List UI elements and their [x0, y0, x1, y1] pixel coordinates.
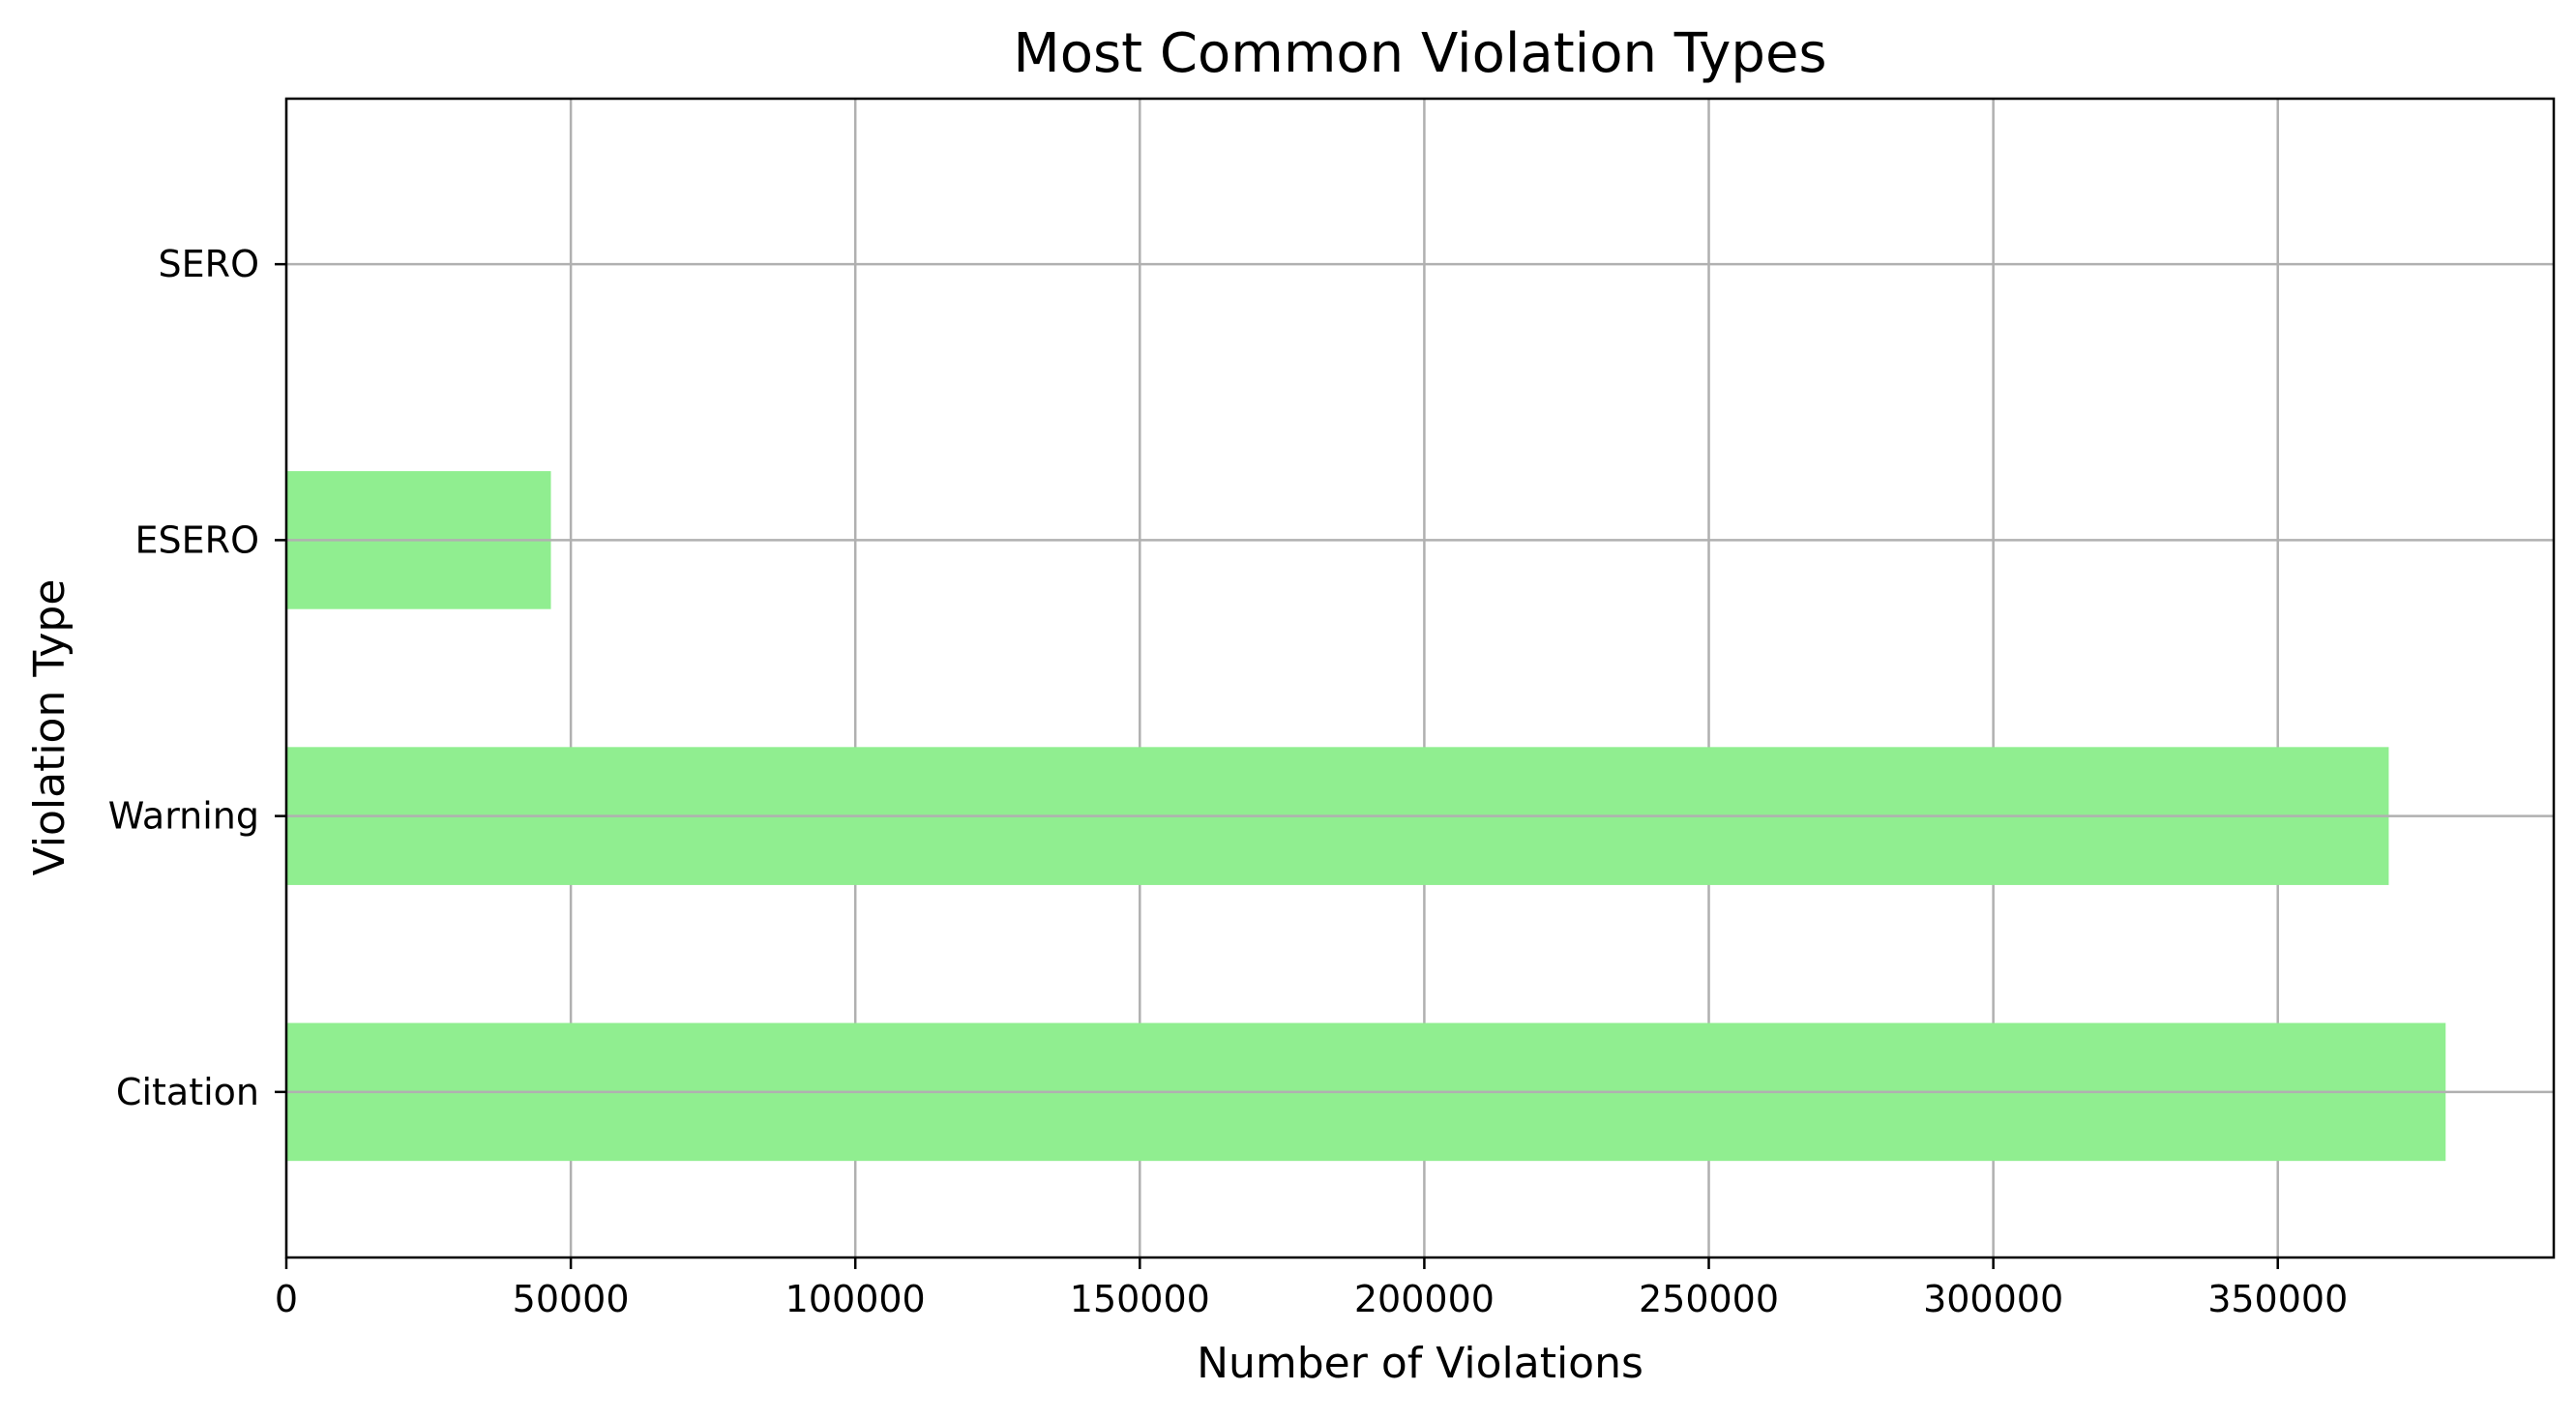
x-tick-label: 100000	[785, 1278, 926, 1320]
chart-title: Most Common Violation Types	[1013, 22, 1826, 85]
x-tick-label: 50000	[513, 1278, 630, 1320]
x-tick-label: 300000	[1923, 1278, 2063, 1320]
axes: 0 50000 100000 150000 200000 250000 300000 3500…	[108, 97, 2556, 1320]
x-tick-label: 250000	[1639, 1278, 1779, 1320]
y-tick-label-sero: SERO	[159, 243, 259, 285]
x-tick-label: 350000	[2207, 1278, 2348, 1320]
x-axis-title: Number of Violations	[1197, 1339, 1643, 1388]
y-axis-title: Violation Type	[25, 579, 74, 876]
y-tick-label-esero: ESERO	[135, 518, 259, 561]
y-tick-label-citation: Citation	[116, 1071, 259, 1113]
plot-frame	[284, 97, 2556, 1259]
x-tick-label: 0	[275, 1278, 298, 1320]
y-tick-label-warning: Warning	[108, 795, 259, 838]
x-tick-label: 200000	[1354, 1278, 1495, 1320]
grid-lines	[284, 99, 2279, 1257]
x-tick-label: 150000	[1070, 1278, 1210, 1320]
